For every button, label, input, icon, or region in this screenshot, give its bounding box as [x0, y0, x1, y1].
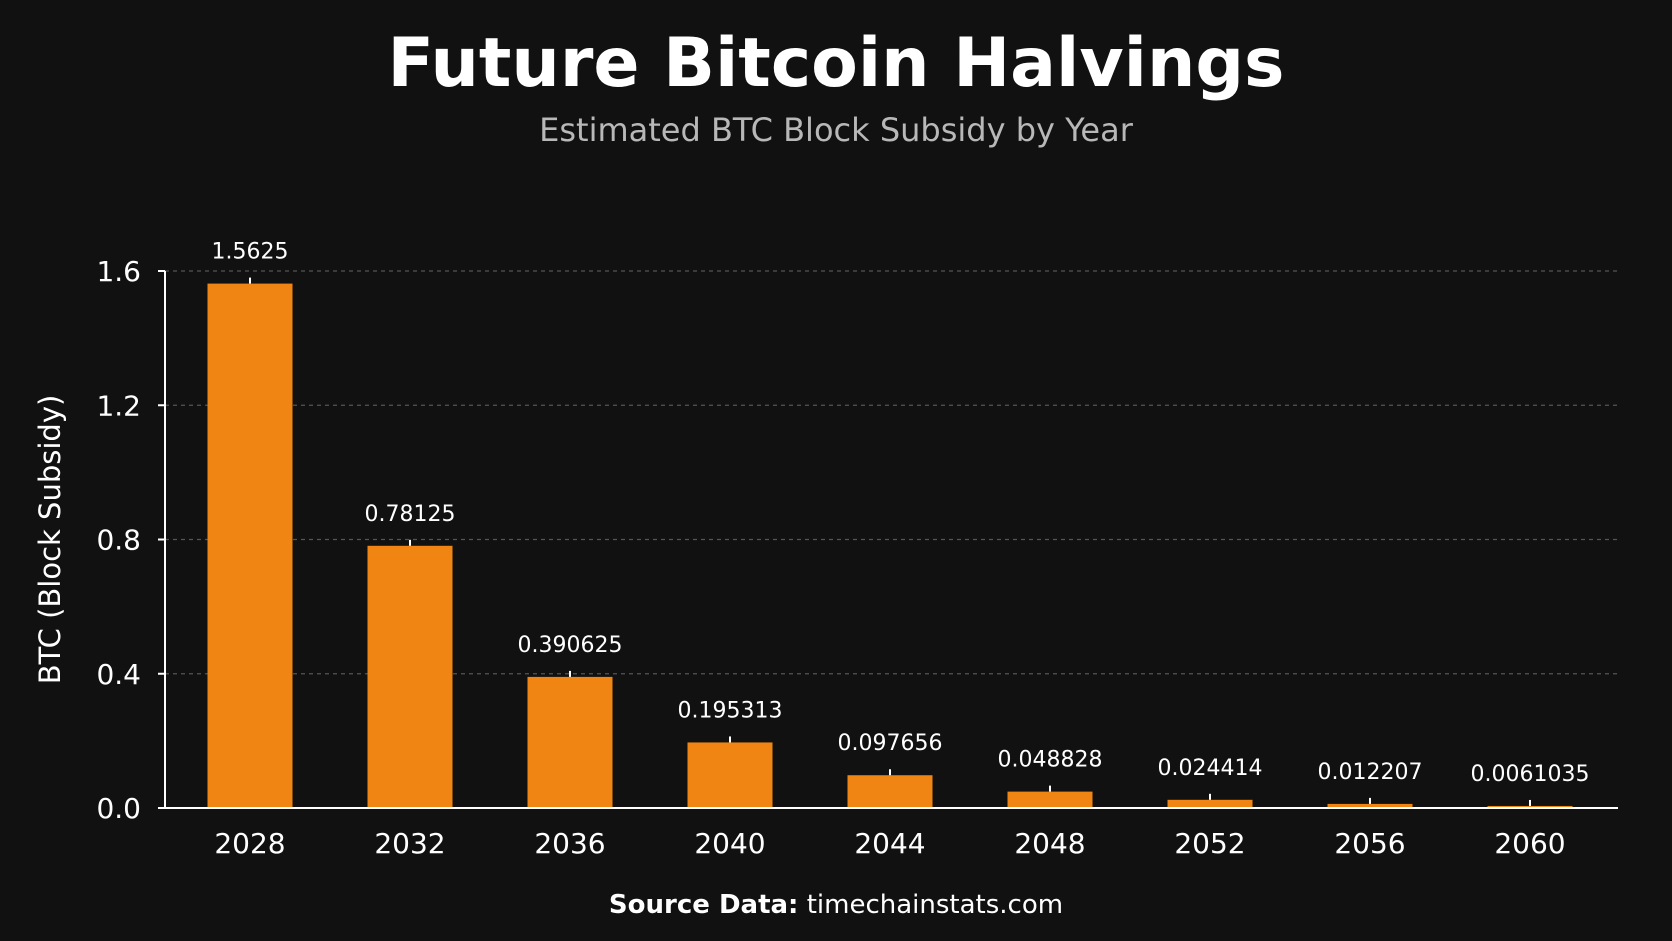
y-tick-label: 0.0 — [96, 792, 141, 825]
x-tick-label: 2036 — [534, 827, 605, 860]
data-label: 0.78125 — [365, 502, 456, 527]
x-tick-label: 2052 — [1174, 827, 1245, 860]
data-label: 0.048828 — [998, 748, 1103, 773]
y-tick-labels: 0.0 0.4 0.8 1.2 1.6 — [96, 255, 165, 825]
source-label: Source Data: — [608, 890, 799, 920]
bar — [1327, 803, 1413, 808]
chart-title: Future Bitcoin Halvings — [387, 24, 1285, 103]
y-axis-title: BTC (Block Subsidy) — [33, 395, 67, 685]
y-tick-label: 0.4 — [96, 658, 141, 691]
bar — [687, 742, 773, 808]
y-tick-label: 0.8 — [96, 524, 141, 557]
x-tick-label: 2056 — [1334, 827, 1405, 860]
data-label: 0.097656 — [838, 731, 943, 756]
bar — [367, 545, 453, 808]
x-tick-label: 2028 — [214, 827, 285, 860]
bar — [1007, 791, 1093, 808]
data-label: 0.012207 — [1318, 760, 1423, 785]
source-value: timechainstats.com — [806, 890, 1064, 920]
data-label: 0.390625 — [518, 633, 623, 658]
y-tick-label: 1.6 — [96, 255, 141, 288]
bar — [1167, 799, 1253, 808]
bar — [1487, 805, 1573, 808]
data-label: 0.024414 — [1158, 756, 1263, 781]
data-label: 0.195313 — [678, 698, 783, 723]
data-label: 0.0061035 — [1471, 762, 1590, 787]
x-tick-label: 2032 — [374, 827, 445, 860]
y-tick-label: 1.2 — [96, 389, 141, 422]
x-tick-label: 2040 — [694, 827, 765, 860]
x-tick-labels: 2028 2032 2036 2040 2044 2048 2052 2056 2060 — [214, 827, 1565, 860]
data-labels: 1.5625 0.78125 0.390625 0.195313 0.097656 0.0… — [212, 240, 1590, 787]
data-label: 1.5625 — [212, 240, 289, 265]
bar — [847, 775, 933, 808]
bars — [207, 277, 1573, 808]
source-footer: Source Data: timechainstats.com — [0, 887, 1672, 923]
bar — [527, 676, 613, 808]
bar — [207, 283, 293, 808]
x-tick-label: 2044 — [854, 827, 925, 860]
x-tick-label: 2048 — [1014, 827, 1085, 860]
x-tick-label: 2060 — [1494, 827, 1565, 860]
chart-subtitle: Estimated BTC Block Subsidy by Year — [539, 111, 1133, 149]
